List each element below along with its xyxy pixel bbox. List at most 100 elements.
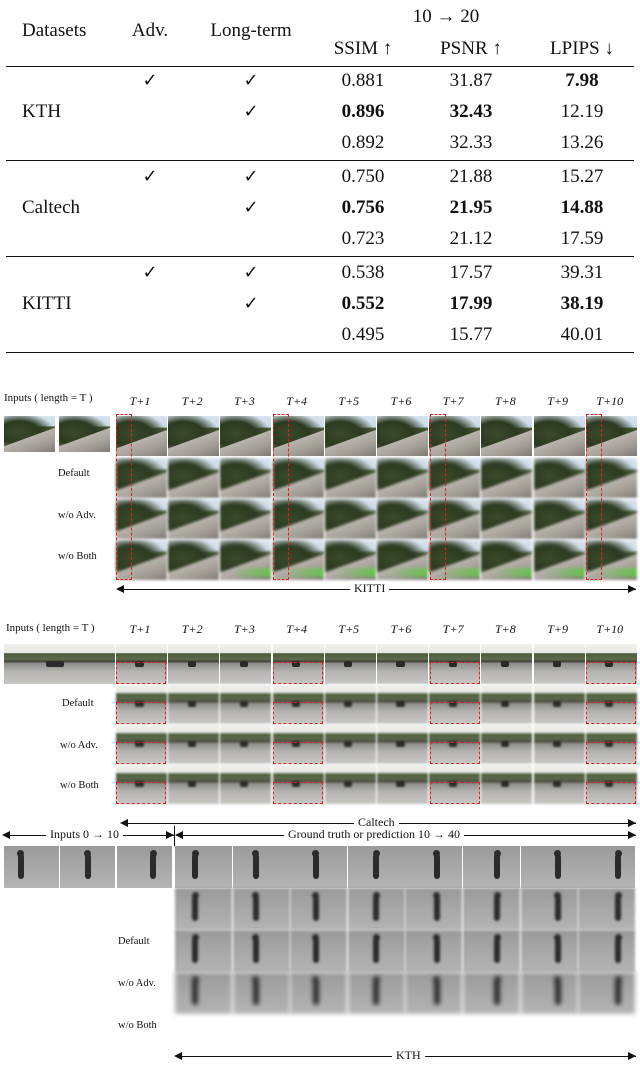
kitti-frame <box>220 540 273 580</box>
kitti-frame <box>272 416 325 456</box>
time-label: T+6 <box>390 622 412 636</box>
arrow-right-icon <box>628 819 636 827</box>
highlight-box <box>586 414 602 580</box>
lpips-value: 12.19 <box>560 101 604 122</box>
kitti-frame <box>585 458 638 498</box>
caltech-frame <box>429 684 482 724</box>
kth-frame <box>520 846 579 888</box>
psnr-value: 32.43 <box>449 101 493 122</box>
arrow-left-icon <box>175 831 183 839</box>
lpips-value: 17.59 <box>560 228 604 249</box>
kitti-frame <box>481 540 534 580</box>
kth-frame <box>347 972 406 1014</box>
time-label: T+8 <box>495 622 516 636</box>
highlight-box <box>116 782 166 804</box>
highlight-box <box>430 782 480 804</box>
kitti-frame <box>116 499 168 539</box>
table-rule <box>6 160 634 161</box>
caltech-frame <box>481 724 534 764</box>
kitti-frame <box>585 540 638 580</box>
caltech-frame <box>272 644 325 684</box>
kitti-frame <box>533 458 586 498</box>
kth-frame <box>175 930 233 972</box>
kitti-frame <box>585 416 638 456</box>
caltech-frame <box>220 764 273 804</box>
time-label: T+10 <box>596 622 624 636</box>
kth-input-frame <box>117 846 173 888</box>
table-bottom-rule <box>6 352 634 353</box>
highlight-box <box>586 782 636 804</box>
kitti-frame <box>429 540 482 580</box>
caltech-frame <box>116 684 168 724</box>
time-label: T+7 <box>442 622 464 636</box>
highlight-box <box>116 414 132 580</box>
kth-frame <box>175 846 233 888</box>
ssim-value: 0.896 <box>341 101 385 122</box>
kitti-frame <box>533 499 586 539</box>
psnr-value: 17.99 <box>449 293 493 314</box>
kitti-frame <box>220 416 273 456</box>
psnr-value: 15.77 <box>449 324 493 345</box>
arrow-left-icon <box>116 585 124 593</box>
time-label: T+4 <box>286 622 307 636</box>
kitti-frame <box>429 499 482 539</box>
highlight-box <box>273 702 323 724</box>
kth-frame <box>347 930 406 972</box>
time-label: T+7 <box>442 394 464 408</box>
time-label: T+3 <box>234 622 255 636</box>
kth-frame <box>405 846 464 888</box>
caltech-frame <box>377 764 429 804</box>
kitti-frame <box>585 499 638 539</box>
kth-row-label-wo-adv: w/o Adv. <box>118 978 156 989</box>
time-label: T+9 <box>547 394 568 408</box>
kth-frame <box>578 972 637 1014</box>
ssim-value: 0.756 <box>341 197 385 218</box>
kth-frame <box>405 888 464 930</box>
kth-input-frame <box>60 846 116 888</box>
highlight-box <box>273 662 323 684</box>
highlight-box <box>116 702 166 724</box>
kitti-row-label-default: Default <box>58 468 90 479</box>
ssim-value: 0.538 <box>341 262 385 283</box>
long-term-check: ✓ <box>243 293 259 314</box>
highlight-box <box>430 702 480 724</box>
arrow-right-icon <box>166 831 174 839</box>
kth-divider <box>174 826 175 846</box>
long-term-check: ✓ <box>243 70 259 91</box>
ssim-value: 0.723 <box>341 228 385 249</box>
kitti-frame <box>220 458 273 498</box>
caltech-row-label-default: Default <box>62 698 94 709</box>
time-label: T+9 <box>547 622 568 636</box>
arrow-left-icon <box>2 831 10 839</box>
time-label: T+1 <box>129 622 151 636</box>
lpips-value: 14.88 <box>560 197 604 218</box>
time-label: T+4 <box>286 394 307 408</box>
caltech-frame <box>533 724 586 764</box>
time-label: T+3 <box>234 394 255 408</box>
caltech-frame <box>377 684 429 724</box>
kth-caption: KTH <box>392 1048 425 1063</box>
long-term-check: ✓ <box>243 101 259 122</box>
kth-frame <box>290 930 349 972</box>
ssim-value: 0.892 <box>341 132 385 153</box>
highlight-box <box>586 702 636 724</box>
kitti-frame <box>481 416 534 456</box>
kitti-frame <box>377 499 429 539</box>
caltech-frame <box>533 764 586 804</box>
time-label: T+8 <box>495 394 516 408</box>
kth-frame <box>520 930 579 972</box>
caltech-frame <box>429 764 482 804</box>
long-term-check: ✓ <box>243 166 259 187</box>
header-psnr: PSNR ↑ <box>440 38 502 59</box>
caltech-frame <box>324 644 377 684</box>
kitti-frame <box>481 458 534 498</box>
kitti-frame <box>429 416 482 456</box>
highlight-box <box>586 662 636 684</box>
caltech-frame <box>324 764 377 804</box>
caltech-frame <box>377 724 429 764</box>
kth-frame <box>520 972 579 1014</box>
kitti-frame <box>533 540 586 580</box>
kitti-input-frame <box>59 416 111 452</box>
dataset-name: Caltech <box>22 197 81 218</box>
lpips-value: 40.01 <box>560 324 604 345</box>
